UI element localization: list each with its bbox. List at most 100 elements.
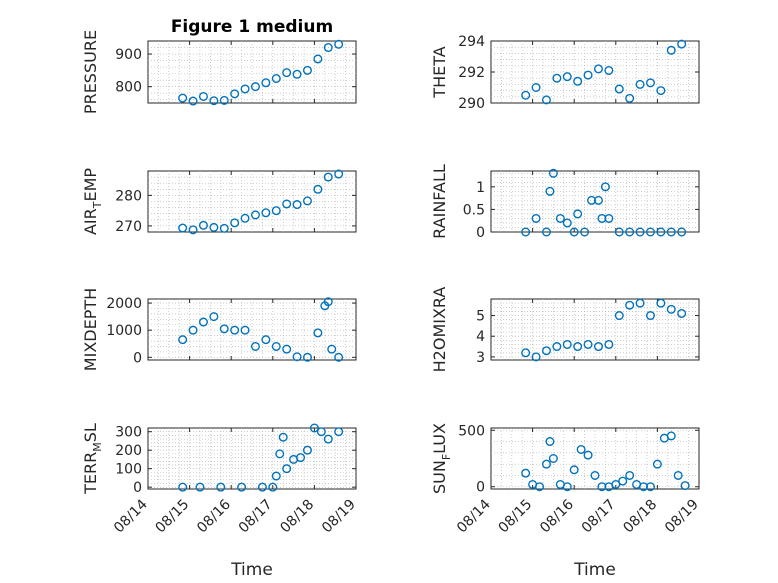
data-point bbox=[680, 481, 690, 491]
data-point bbox=[569, 465, 579, 475]
data-point bbox=[261, 78, 271, 88]
data-point bbox=[573, 209, 583, 219]
data-point bbox=[583, 450, 593, 460]
data-point bbox=[268, 482, 278, 492]
data-point bbox=[666, 304, 676, 314]
data-point bbox=[562, 218, 572, 228]
data-point bbox=[531, 352, 541, 362]
y-tick-label: 800 bbox=[115, 80, 142, 96]
data-point bbox=[334, 39, 344, 49]
data-point bbox=[261, 208, 271, 218]
data-point bbox=[600, 182, 610, 192]
y-axis-label: H2OMIXRA bbox=[430, 287, 449, 373]
y-tick-label: 500 bbox=[458, 423, 485, 439]
x-tick-label: 08/15 bbox=[496, 497, 536, 537]
data-point bbox=[178, 335, 188, 345]
data-point bbox=[240, 84, 250, 94]
data-point bbox=[323, 172, 333, 182]
data-point bbox=[240, 325, 250, 335]
y-axis-label: THETA bbox=[430, 46, 449, 98]
subplot-1: 800 900 PRESSURE bbox=[81, 30, 357, 114]
data-point bbox=[666, 45, 676, 55]
data-point bbox=[313, 54, 323, 64]
data-point bbox=[593, 342, 603, 352]
data-point bbox=[569, 227, 579, 237]
x-tick-label: 08/16 bbox=[537, 496, 577, 536]
data-point bbox=[292, 69, 302, 79]
data-point bbox=[541, 346, 551, 356]
y-tick-label: 4 bbox=[476, 329, 485, 345]
data-point bbox=[656, 86, 666, 96]
data-point bbox=[541, 459, 551, 469]
data-point bbox=[562, 482, 572, 492]
data-point bbox=[334, 352, 344, 362]
data-point bbox=[292, 200, 302, 210]
y-tick-label: 2000 bbox=[106, 296, 142, 312]
y-tick-label: 294 bbox=[458, 34, 485, 50]
data-point bbox=[666, 431, 676, 441]
data-point bbox=[278, 432, 288, 442]
data-point bbox=[323, 297, 333, 307]
data-point bbox=[302, 352, 312, 362]
data-point bbox=[583, 339, 593, 349]
data-point bbox=[216, 482, 226, 492]
data-point bbox=[541, 227, 551, 237]
y-tick-label: 1 bbox=[476, 180, 485, 196]
data-point bbox=[219, 95, 229, 105]
data-point bbox=[576, 444, 586, 454]
data-point bbox=[656, 227, 666, 237]
data-point bbox=[250, 341, 260, 351]
data-point bbox=[250, 210, 260, 220]
data-point bbox=[334, 169, 344, 179]
data-point bbox=[548, 454, 558, 464]
data-point bbox=[625, 300, 635, 310]
data-point bbox=[327, 344, 337, 354]
data-point bbox=[230, 218, 240, 228]
subplot-8: 0 500 08/14 08/15 08/16 08/17 08/18 08/19 SUNFLU… bbox=[430, 423, 702, 536]
data-point bbox=[178, 482, 188, 492]
y-tick-label: 3 bbox=[476, 350, 485, 366]
data-point bbox=[219, 223, 229, 233]
data-point bbox=[656, 298, 666, 308]
data-point bbox=[209, 96, 219, 106]
data-point bbox=[292, 352, 302, 362]
data-point bbox=[313, 328, 323, 338]
x-axis-label-left: Time bbox=[230, 560, 273, 580]
y-tick-label: 900 bbox=[115, 47, 142, 63]
data-point bbox=[593, 195, 603, 205]
data-point bbox=[188, 325, 198, 335]
y-tick-label: 292 bbox=[458, 65, 485, 81]
data-point bbox=[282, 199, 292, 209]
data-point bbox=[635, 298, 645, 308]
data-point bbox=[677, 227, 687, 237]
x-tick-label: 08/17 bbox=[579, 497, 619, 537]
data-point bbox=[240, 213, 250, 223]
data-point bbox=[271, 74, 281, 84]
y-tick-label: 0 bbox=[476, 480, 485, 496]
data-point bbox=[219, 324, 229, 334]
data-point bbox=[618, 476, 628, 486]
data-point bbox=[573, 342, 583, 352]
subplot-2: 290 292 294 THETA bbox=[430, 34, 700, 112]
x-tick-label: 08/17 bbox=[236, 497, 276, 537]
y-tick-label: 0.5 bbox=[463, 202, 485, 218]
data-point bbox=[178, 223, 188, 233]
data-point bbox=[645, 482, 655, 492]
data-point bbox=[625, 227, 635, 237]
data-point bbox=[614, 84, 624, 94]
data-point bbox=[521, 90, 531, 100]
y-tick-label: 300 bbox=[115, 425, 142, 441]
data-point bbox=[552, 73, 562, 83]
data-point bbox=[583, 70, 593, 80]
data-point bbox=[562, 72, 572, 82]
data-point bbox=[580, 227, 590, 237]
subplot-6: 3 4 5 H2OMIXRA bbox=[430, 287, 700, 373]
data-point bbox=[257, 482, 267, 492]
data-point bbox=[250, 82, 260, 92]
y-axis-label: SUNFLUX bbox=[430, 423, 453, 494]
data-point bbox=[614, 227, 624, 237]
data-point bbox=[645, 311, 655, 321]
subplot-4: 0 0.5 1 RAINFALL bbox=[430, 164, 700, 241]
x-tick-label: 08/18 bbox=[620, 497, 660, 537]
